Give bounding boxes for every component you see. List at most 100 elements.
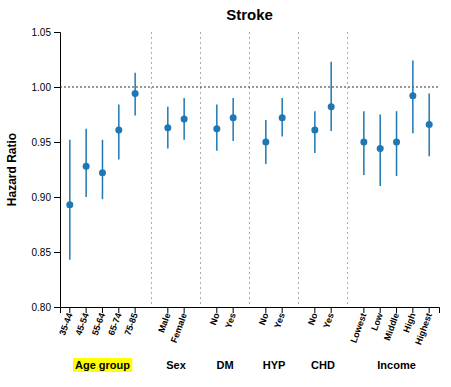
y-axis-title: Hazard Ratio [5, 133, 19, 206]
x-tick-label: Low [369, 311, 385, 332]
group-label-text: DM [216, 359, 233, 371]
x-axis-line [61, 308, 440, 314]
x-tick-label: 75-85 [123, 312, 140, 337]
x-tick-label: No [306, 311, 320, 326]
point [115, 126, 122, 133]
x-tick-mark [265, 307, 266, 313]
group-label-text: Income [377, 359, 416, 371]
x-tick: 45-54 [74, 307, 91, 337]
x-tick-mark [380, 307, 381, 313]
y-tick-mark [54, 142, 60, 143]
x-tick-label: No [257, 311, 271, 326]
x-tick: 35-44 [57, 307, 74, 337]
x-tick-label: 45-54 [74, 312, 91, 337]
x-tick: 75-85 [123, 307, 140, 337]
group-separator [347, 32, 348, 307]
group-label: CHD [311, 359, 335, 371]
group-label: Sex [166, 359, 186, 371]
x-tick: Yes [321, 307, 336, 330]
point [181, 115, 188, 122]
x-tick: No [257, 307, 271, 326]
point [230, 114, 237, 121]
x-tick-mark [233, 307, 234, 313]
x-tick-label: 35-44 [57, 312, 74, 337]
group-label: Income [377, 359, 416, 371]
point [409, 92, 416, 99]
y-axis: 0.80 0.85 0.90 0.95 1.00 1.05 [32, 27, 61, 313]
x-tick: Yes [223, 307, 238, 330]
y-tick-label: 1.00 [32, 82, 52, 93]
x-tick-mark [102, 307, 103, 313]
y-tick: 0.80 [32, 302, 60, 313]
x-tick: Male [156, 307, 172, 334]
x-tick-mark [69, 307, 70, 313]
x-tick-label: Female [169, 312, 189, 345]
x-tick-mark [331, 307, 332, 313]
x-tick: 55-64 [90, 307, 107, 337]
x-tick: 65-74 [106, 307, 123, 337]
x-tick-label: Lowest [349, 312, 369, 345]
x-tick: Middle [382, 307, 401, 342]
point [164, 124, 171, 131]
group-label-text: CHD [311, 359, 335, 371]
x-tick: Yes [272, 307, 287, 330]
group-highlight [73, 358, 132, 372]
title: Stroke [226, 6, 273, 23]
y-tick-mark [54, 307, 60, 308]
point [426, 121, 433, 128]
point [83, 163, 90, 170]
x-tick-mark [216, 307, 217, 313]
group-separator [298, 32, 299, 307]
y-tick-mark [54, 32, 60, 33]
chart: 0.80 0.85 0.90 0.95 1.00 1.05 35-4445-5455-646… [0, 0, 451, 387]
x-tick-label: Highest [413, 312, 434, 346]
x-tick-mark [412, 307, 413, 313]
x-tick-label: Middle [382, 312, 401, 342]
x-tick-mark [396, 307, 397, 313]
point [213, 125, 220, 132]
point [279, 114, 286, 121]
x-tick-mark [167, 307, 168, 313]
x-tick-mark [314, 307, 315, 313]
x-tick-mark [184, 307, 185, 313]
point [99, 169, 106, 176]
x-tick-label: Male [156, 312, 172, 334]
x-tick-label: 65-74 [106, 312, 123, 337]
group-separator [200, 32, 201, 307]
x-tick-mark [429, 307, 430, 313]
reference-line [60, 86, 439, 87]
group-label: DM [216, 359, 233, 371]
x-tick-label: Yes [223, 312, 238, 330]
x-tick-mark [363, 307, 364, 313]
y-tick: 1.00 [32, 82, 60, 93]
x-tick-label: Yes [272, 312, 287, 330]
x-tick-mark [118, 307, 119, 313]
x-tick-label: High [401, 312, 417, 334]
point [393, 139, 400, 146]
y-axis-line [54, 33, 61, 308]
x-tick: Female [169, 307, 189, 344]
y-tick-label: 0.90 [32, 192, 52, 203]
x-tick: High [401, 307, 417, 334]
y-tick-label: 1.05 [32, 27, 52, 38]
point [311, 126, 318, 133]
y-tick: 0.90 [32, 192, 60, 203]
y-tick: 1.05 [32, 27, 60, 38]
point [328, 103, 335, 110]
group-label-text: Sex [166, 359, 186, 371]
x-tick-label: 55-64 [90, 312, 107, 337]
y-tick: 0.95 [32, 137, 60, 148]
x-tick-mark [86, 307, 87, 313]
y-tick-label: 0.95 [32, 137, 52, 148]
group-label: Age group [73, 358, 132, 372]
group-label-text: HYP [263, 359, 286, 371]
group-separator [151, 32, 152, 307]
y-tick-mark [54, 87, 60, 88]
x-tick-mark [282, 307, 283, 313]
y-tick-label: 0.85 [32, 247, 52, 258]
error-bar [330, 62, 332, 131]
point [66, 201, 73, 208]
error-bar [69, 140, 71, 260]
x-tick: Highest [413, 307, 434, 346]
group-labels: Age group Sex DM HYP CHD Income [73, 358, 416, 372]
